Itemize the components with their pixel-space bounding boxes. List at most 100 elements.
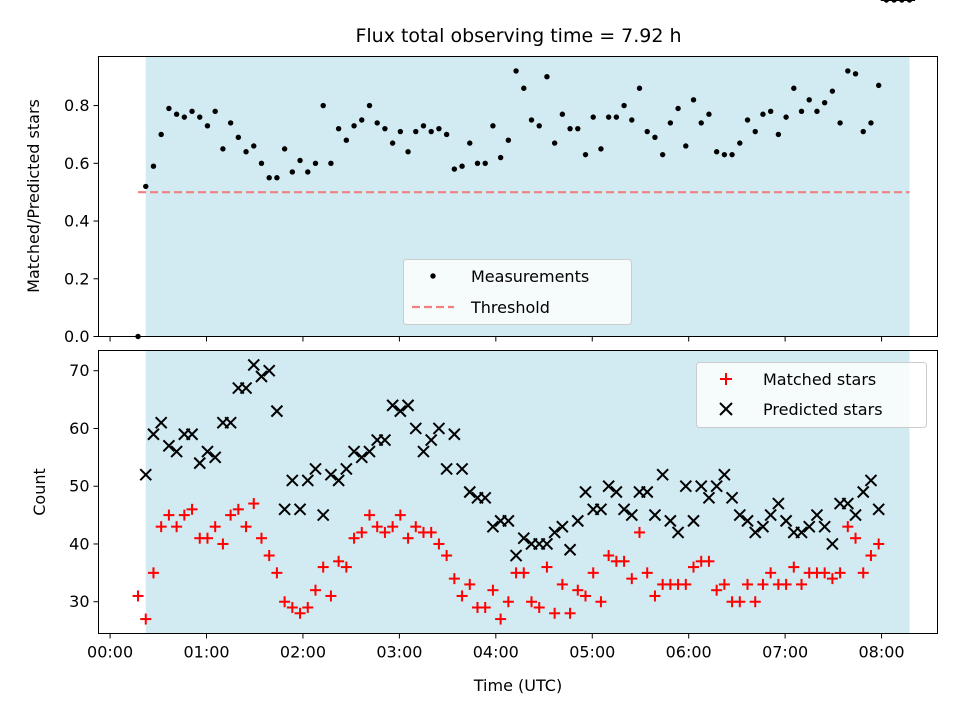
predicted-star-point (810, 508, 824, 522)
measurement-point (251, 143, 257, 149)
measurement-point (829, 88, 836, 94)
measurement-point (582, 151, 589, 158)
measurement-point (143, 183, 149, 190)
matched-star-point (541, 561, 553, 573)
measurement-point (413, 128, 419, 135)
measurement-point (698, 120, 704, 126)
y-tick-label: 0.6 (64, 154, 89, 173)
predicted-star-point (293, 503, 307, 516)
predicted-star-point (208, 451, 222, 464)
matched-star-point (556, 578, 568, 590)
measurement-point (490, 123, 496, 129)
top-legend-measurements-label: Measurements (471, 267, 589, 286)
x-tick-label: 06:00 (666, 643, 712, 662)
measurement-point (181, 114, 188, 120)
matched-star-point (132, 590, 144, 602)
matched-star-point (371, 521, 383, 533)
matched-star-point (309, 584, 321, 596)
measurement-point (636, 85, 643, 91)
predicted-star-point (695, 480, 708, 493)
bottom-legend-matched-label: Matched stars (763, 370, 876, 389)
predicted-star-point (671, 526, 685, 539)
matched-star-point (348, 532, 360, 544)
matched-star-point (549, 607, 561, 619)
matched-star-point (363, 509, 375, 521)
measurement-point (559, 111, 566, 117)
measurement-point (258, 160, 265, 167)
matched-star-point (572, 584, 584, 596)
top-legend-measurements-marker (430, 273, 436, 279)
matched-star-point (201, 532, 213, 544)
measurement-point (860, 128, 866, 135)
measurement-point (613, 114, 620, 120)
measurement-point (158, 131, 164, 138)
measurement-point (266, 175, 272, 181)
measurement-point (875, 82, 882, 89)
matched-star-point (834, 567, 846, 579)
predicted-star-point (332, 474, 345, 487)
predicted-star-point (795, 526, 808, 539)
matched-star-point (618, 555, 630, 567)
predicted-star-point (509, 549, 523, 562)
measurement-point (760, 111, 766, 117)
matched-star-point (302, 602, 314, 614)
bottom-x-ticks: 00:00 01:00 02:00 03:00 04:00 05:00 06:00 07:00… (87, 633, 905, 662)
predicted-star-point (255, 370, 268, 383)
measurement-point (706, 111, 712, 117)
y-tick-label: 0.8 (64, 96, 89, 115)
measurement-point (351, 123, 357, 129)
predicted-star-point (779, 514, 793, 528)
matched-star-point (603, 550, 615, 562)
predicted-star-point (579, 485, 592, 499)
predicted-star-point (448, 428, 461, 441)
x-tick-label: 01:00 (183, 643, 229, 662)
predicted-star-point (517, 531, 530, 545)
measurement-point (289, 169, 296, 175)
matched-star-point (826, 573, 838, 585)
measurement-point (528, 117, 535, 123)
matched-star-point (263, 550, 275, 562)
measurement-point (428, 128, 434, 135)
predicted-star-point (394, 404, 407, 418)
matched-star-point (788, 561, 800, 573)
predicted-star-point (401, 399, 415, 412)
predicted-star-point (772, 497, 785, 510)
matched-star-point (394, 509, 406, 521)
predicted-star-point (625, 508, 639, 522)
measurement-point (675, 105, 681, 112)
x-tick-label: 07:00 (762, 643, 808, 662)
matched-star-point (626, 573, 638, 585)
predicted-star-point (455, 462, 469, 476)
matched-star-point (379, 526, 391, 538)
predicted-star-point (857, 485, 870, 499)
measurement-point (667, 120, 674, 126)
measurement-point (806, 97, 812, 103)
measurement-point (420, 123, 427, 129)
measurement-point (343, 137, 350, 143)
top-legend: Measurements Threshold (403, 259, 632, 325)
predicted-star-point (610, 485, 623, 499)
measurement-point (312, 160, 319, 167)
matched-star-point (217, 538, 229, 550)
predicted-star-point (162, 439, 176, 453)
predicted-star-point (262, 364, 276, 377)
y-tick-label: 40 (69, 534, 89, 553)
matched-star-point (495, 613, 507, 625)
predicted-star-point (147, 428, 160, 441)
bottom-legend-predicted-marker (719, 402, 733, 416)
measurement-point (320, 102, 326, 109)
measurement-point (220, 146, 226, 152)
x-tick-label: 05:00 (569, 643, 615, 662)
predicted-star-point (424, 433, 438, 447)
matched-star-point (749, 596, 761, 608)
matched-star-point (595, 596, 607, 608)
matched-star-point (765, 567, 777, 579)
measurement-point (821, 99, 828, 106)
matched-star-point (155, 521, 167, 533)
bottom-legend-matched-marker (720, 373, 732, 385)
measurement-point (536, 123, 542, 129)
predicted-star-point (502, 514, 515, 528)
matched-star-point (171, 521, 183, 533)
predicted-star-point (594, 503, 608, 516)
measurement-point (521, 85, 527, 91)
